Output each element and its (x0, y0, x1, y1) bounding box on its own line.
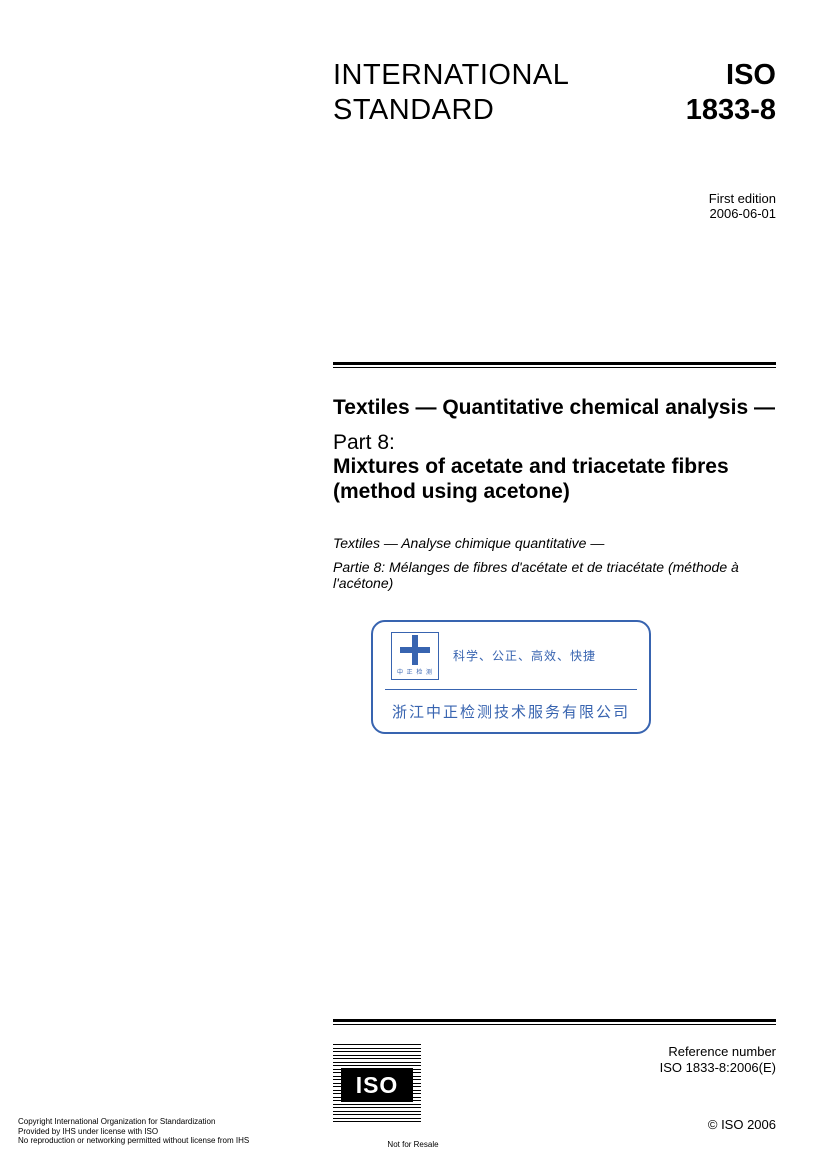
stamp-company: 浙江中正检测技术服务有限公司 (373, 690, 649, 732)
title-en-main: Textiles — Quantitative chemical analysi… (333, 396, 776, 421)
part-title: Mixtures of acetate and triacetate fibre… (333, 455, 729, 503)
stamp-logo-icon: 中 正 检 测 (391, 632, 439, 680)
iso-logo-icon: ISO (333, 1044, 421, 1126)
header-right: ISO 1833-8 (686, 58, 776, 128)
edition-label: First edition (333, 191, 776, 207)
iso-logo-text: ISO (356, 1072, 399, 1099)
bottom-line2: Provided by IHS under license with ISO (18, 1127, 249, 1136)
stamp-logo-subtext: 中 正 检 测 (397, 667, 433, 676)
header-right-line1: ISO (686, 58, 776, 93)
edition-date: 2006-06-01 (333, 206, 776, 222)
header-right-line2: 1833-8 (686, 93, 776, 128)
stamp-cross-icon (400, 635, 430, 665)
header-left-line1: INTERNATIONAL (333, 58, 569, 93)
footer-area: ISO Reference number ISO 1833-8:2006(E) … (333, 1044, 776, 1133)
iso-logo-box: ISO (341, 1068, 413, 1102)
bottom-line1: Copyright International Organization for… (18, 1117, 249, 1126)
reference-number: ISO 1833-8:2006(E) (660, 1060, 776, 1076)
part-label: Part 8: (333, 431, 395, 454)
top-double-rule (333, 362, 776, 368)
edition-block: First edition 2006-06-01 (333, 191, 776, 222)
title-fr-main: Textiles — Analyse chimique quantitative… (333, 535, 776, 552)
part-block: Part 8: Mixtures of acetate and triaceta… (333, 431, 776, 505)
header-left-line2: STANDARD (333, 93, 569, 128)
reference-label: Reference number (660, 1044, 776, 1060)
company-stamp: 中 正 检 测 科学、公正、高效、快捷 浙江中正检测技术服务有限公司 (371, 620, 651, 734)
not-for-resale: Not for Resale (0, 1140, 826, 1149)
copyright-line: © ISO 2006 (660, 1117, 776, 1133)
header-row: INTERNATIONAL STANDARD ISO 1833-8 (333, 58, 776, 128)
bottom-double-rule (333, 1019, 776, 1025)
stamp-motto: 科学、公正、高效、快捷 (453, 647, 596, 664)
footer-right: Reference number ISO 1833-8:2006(E) © IS… (660, 1044, 776, 1133)
stamp-top: 中 正 检 测 科学、公正、高效、快捷 (373, 622, 649, 689)
main-content: INTERNATIONAL STANDARD ISO 1833-8 First … (333, 58, 776, 734)
header-left: INTERNATIONAL STANDARD (333, 58, 569, 128)
title-fr-part: Partie 8: Mélanges de fibres d'acétate e… (333, 559, 776, 593)
